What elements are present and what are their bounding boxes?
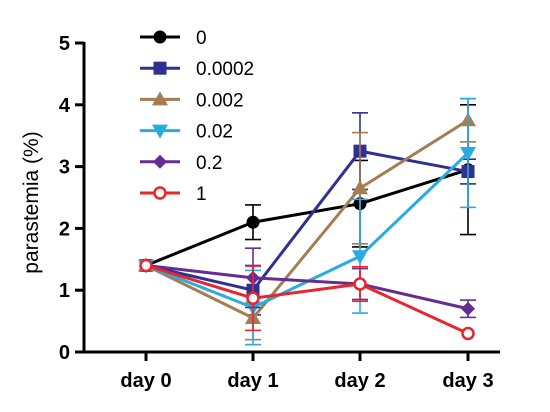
data-point (353, 277, 367, 291)
data-point (246, 291, 260, 305)
y-tick-label: 1 (59, 280, 70, 302)
legend-marker (153, 61, 167, 75)
chart-series (138, 97, 476, 346)
legend-label: 0.2 (196, 153, 222, 174)
data-point (460, 147, 476, 162)
legend-item: 0.002 (140, 90, 244, 111)
data-point (139, 258, 153, 273)
series-line (145, 168, 469, 267)
y-tick-label: 5 (59, 33, 70, 55)
legend-item: 0 (140, 28, 207, 49)
y-tick-label: 4 (59, 95, 71, 117)
legend-item: 1 (140, 184, 207, 205)
legend-label: 0.002 (196, 90, 244, 111)
series-line (145, 264, 469, 335)
legend-item: 0.2 (140, 153, 222, 174)
legend-label: 0 (196, 28, 207, 49)
data-point (461, 301, 475, 316)
data-point (352, 180, 368, 195)
y-tick-label: 3 (59, 157, 70, 179)
series-5 (139, 258, 475, 341)
legend-label: 1 (196, 184, 207, 205)
x-tick-label: day 0 (120, 370, 171, 392)
y-tick-label: 2 (59, 218, 70, 240)
y-axis-title: parastemia (%) (20, 131, 43, 273)
legend-marker (152, 91, 168, 106)
legend-label: 0.0002 (196, 59, 254, 80)
legend-marker (153, 30, 167, 44)
series-line (145, 151, 470, 310)
legend-marker (153, 154, 167, 169)
y-tick-label: 0 (59, 342, 70, 364)
legend-marker (152, 124, 168, 139)
data-point (246, 215, 260, 229)
series-0 (139, 104, 476, 272)
series-line (145, 263, 469, 311)
x-tick-label: day 2 (334, 370, 385, 392)
legend-item: 0.02 (140, 122, 233, 143)
data-point (352, 250, 368, 265)
x-tick-label: day 3 (442, 370, 493, 392)
chart-legend: 0 0.0002 0.002 0.02 0.2 1 (140, 28, 254, 205)
data-point (461, 326, 475, 341)
legend-marker (153, 186, 167, 200)
series-line (145, 149, 469, 292)
series-line (145, 118, 469, 320)
legend-label: 0.02 (196, 122, 233, 143)
legend-item: 0.0002 (140, 59, 254, 80)
x-tick-label: day 1 (227, 370, 278, 392)
chart-axes: 0 1 2 3 4 5 day 0 day 1 day 2 day 3 (59, 33, 500, 392)
